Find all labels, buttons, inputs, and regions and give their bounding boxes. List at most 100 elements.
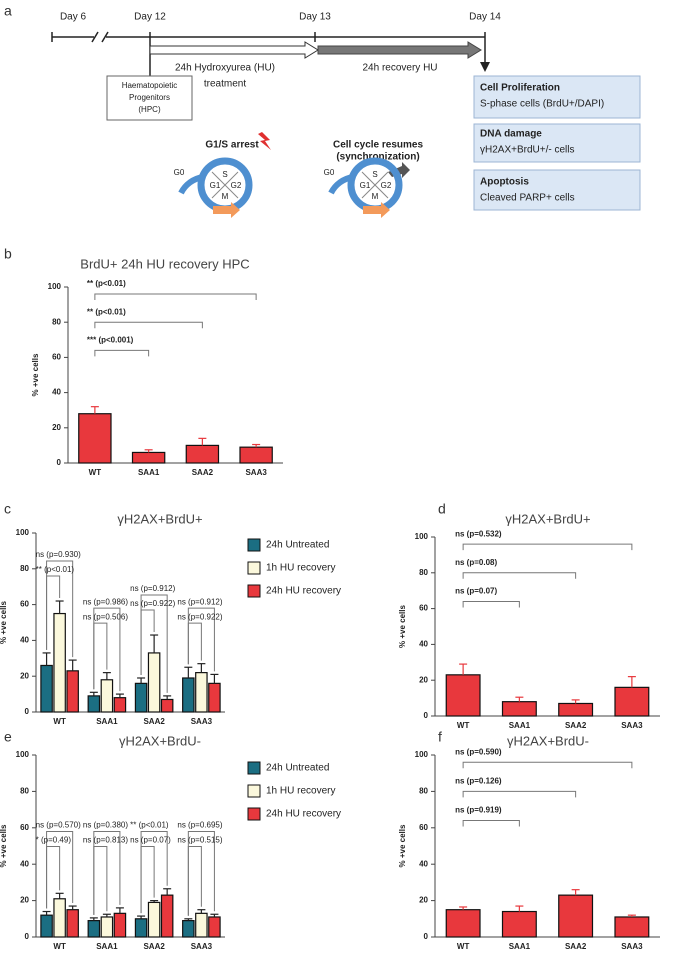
- bar: [100, 916, 114, 938]
- bar: [614, 916, 650, 938]
- x-tick-label: SAA2: [565, 942, 587, 951]
- significance-bracket: [46, 845, 61, 909]
- readout-box: [473, 123, 641, 163]
- readout-title: Cell Proliferation: [480, 83, 560, 94]
- y-tick-label: 80: [20, 564, 29, 573]
- panel-label: d: [438, 501, 446, 517]
- day-label: Day 12: [134, 12, 166, 23]
- bar: [185, 444, 220, 464]
- y-tick-label: 60: [20, 823, 29, 832]
- annotation: ns (p=0.930): [36, 550, 81, 559]
- annotation: ns (p=0.380): [83, 821, 128, 830]
- y-tick-label: 40: [419, 859, 428, 868]
- recovery-arrow: [317, 41, 482, 59]
- annotation: ns (p=0.912): [130, 584, 175, 593]
- annotation: ns (p=0.695): [177, 821, 222, 830]
- legend-label: 1h HU recovery: [266, 786, 335, 797]
- bar: [78, 413, 112, 464]
- phase: G1: [210, 181, 221, 190]
- legend-swatch: [247, 584, 261, 598]
- panel-label: b: [4, 246, 12, 262]
- annotation: ** (p<0.01): [130, 821, 169, 830]
- panel-a: a Day 6 Day 12 Day 13 Day 14 24h Hydroxy…: [4, 3, 641, 218]
- bar: [160, 698, 174, 713]
- legend-swatch: [247, 538, 261, 552]
- legend-label: 24h HU recovery: [266, 586, 341, 597]
- resume-text: (synchronization): [336, 152, 419, 163]
- significance-bracket: [462, 761, 633, 769]
- y-axis-label: % +ve cells: [31, 353, 40, 396]
- x-tick-label: SAA2: [143, 717, 165, 726]
- bar: [53, 612, 66, 713]
- significance-bracket: [93, 622, 108, 690]
- y-tick-label: 0: [25, 932, 30, 941]
- annotation: ns (p=0.813): [83, 836, 128, 845]
- legend-swatch: [247, 784, 261, 798]
- annotation: ns (p=0.919): [455, 806, 502, 815]
- x-tick-label: SAA1: [138, 468, 160, 477]
- bar: [182, 677, 195, 713]
- bar: [239, 446, 273, 464]
- y-tick-label: 80: [20, 787, 29, 796]
- significance-bracket: [140, 845, 155, 914]
- y-tick-label: 60: [52, 353, 61, 362]
- legend-label: 24h HU recovery: [266, 809, 341, 820]
- y-tick-label: 40: [419, 640, 428, 649]
- phase: G2: [231, 181, 242, 190]
- y-axis-label: % +ve cells: [0, 824, 8, 867]
- y-tick-label: 80: [419, 787, 428, 796]
- chart-title: γH2AX+BrdU-: [119, 733, 201, 748]
- bar: [558, 702, 594, 717]
- significance-bracket: [462, 790, 577, 798]
- x-tick-label: SAA3: [621, 942, 643, 951]
- x-tick-label: WT: [53, 717, 66, 726]
- y-tick-label: 40: [52, 388, 61, 397]
- bar: [134, 918, 148, 938]
- annotation: ns (p=0.07): [455, 587, 497, 596]
- phase: M: [222, 192, 229, 201]
- x-tick-label: WT: [53, 942, 66, 951]
- resume-text: Cell cycle resumes: [333, 140, 423, 151]
- bar: [113, 697, 127, 713]
- x-tick-label: SAA1: [509, 721, 531, 730]
- bar: [66, 670, 79, 713]
- bar: [208, 916, 221, 938]
- y-tick-label: 60: [419, 604, 428, 613]
- annotation: ns (p=0.126): [455, 777, 502, 786]
- x-tick-label: WT: [89, 468, 102, 477]
- bar: [40, 664, 53, 713]
- legend-label: 1h HU recovery: [266, 563, 335, 574]
- y-axis-label: % +ve cells: [398, 604, 407, 647]
- panel-label: f: [438, 729, 442, 745]
- y-tick-label: 80: [419, 568, 428, 577]
- annotation: *** (p<0.001): [87, 335, 134, 344]
- y-tick-label: 100: [415, 750, 429, 759]
- phase: S: [222, 170, 227, 179]
- bar: [87, 695, 101, 713]
- chart-title: γH2AX+BrdU+: [117, 511, 202, 526]
- y-tick-label: 100: [16, 528, 30, 537]
- readout-detail: γH2AX+BrdU+/- cells: [480, 145, 574, 156]
- x-tick-label: WT: [457, 721, 470, 730]
- bar: [501, 701, 537, 717]
- day-label: Day 6: [60, 12, 87, 23]
- bar: [614, 686, 650, 717]
- significance-bracket: [93, 845, 108, 915]
- bar: [501, 910, 537, 938]
- cell-text: Haematopoietic: [122, 81, 178, 90]
- bar: [160, 894, 174, 938]
- annotation: ns (p=0.922): [177, 612, 222, 621]
- y-tick-label: 100: [48, 282, 62, 291]
- y-tick-label: 60: [419, 823, 428, 832]
- bolt-icon: [258, 132, 271, 150]
- readout-box: [473, 75, 641, 119]
- bar: [182, 920, 195, 938]
- bar: [53, 898, 66, 938]
- annotation: ns (p=0.570): [36, 821, 81, 830]
- bar: [147, 652, 161, 713]
- annotation: ns (p=0.922): [130, 599, 175, 608]
- significance-bracket: [187, 622, 202, 665]
- legend-swatch: [247, 561, 261, 575]
- legend-swatch: [247, 807, 261, 821]
